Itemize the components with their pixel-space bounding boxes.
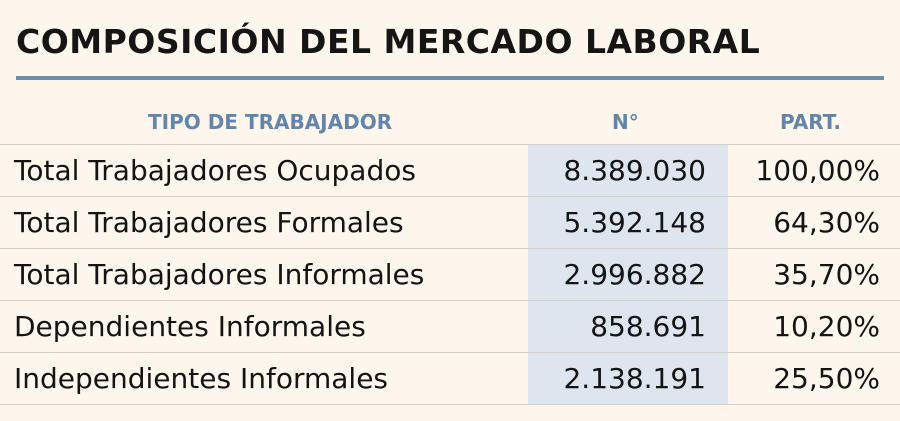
table-header: TIPO DE TRABAJADOR N° PART. xyxy=(0,98,900,145)
row-numero: 5.392.148 xyxy=(563,206,706,239)
row-label: Independientes Informales xyxy=(14,362,389,395)
number-cell-background xyxy=(528,249,728,300)
page-title: COMPOSICIÓN DEL MERCADO LABORAL xyxy=(16,22,761,61)
row-numero: 2.138.191 xyxy=(563,362,706,395)
table-row: Total Trabajadores Informales 2.996.882 … xyxy=(0,249,900,301)
table-row: Independientes Informales 2.138.191 25,5… xyxy=(0,353,900,405)
row-participacion: 10,20% xyxy=(773,310,880,343)
row-participacion: 64,30% xyxy=(773,206,880,239)
number-cell-background xyxy=(528,353,728,404)
table-row: Dependientes Informales 858.691 10,20% xyxy=(0,301,900,353)
header-numero: N° xyxy=(612,110,639,134)
row-label: Total Trabajadores Formales xyxy=(14,206,404,239)
row-numero: 2.996.882 xyxy=(563,258,706,291)
row-numero: 858.691 xyxy=(590,310,706,343)
table-row: Total Trabajadores Formales 5.392.148 64… xyxy=(0,197,900,249)
row-participacion: 100,00% xyxy=(755,154,880,187)
row-participacion: 25,50% xyxy=(773,362,880,395)
header-participacion: PART. xyxy=(780,110,842,134)
row-label: Dependientes Informales xyxy=(14,310,366,343)
row-label: Total Trabajadores Informales xyxy=(14,258,425,291)
labor-market-table: TIPO DE TRABAJADOR N° PART. Total Trabaj… xyxy=(0,98,900,405)
header-tipo: TIPO DE TRABAJADOR xyxy=(148,110,393,134)
row-label: Total Trabajadores Ocupados xyxy=(14,154,416,187)
number-cell-background xyxy=(528,301,728,352)
row-numero: 8.389.030 xyxy=(563,154,706,187)
number-cell-background xyxy=(528,145,728,196)
title-divider xyxy=(16,76,884,80)
number-cell-background xyxy=(528,197,728,248)
table-row: Total Trabajadores Ocupados 8.389.030 10… xyxy=(0,145,900,197)
row-participacion: 35,70% xyxy=(773,258,880,291)
